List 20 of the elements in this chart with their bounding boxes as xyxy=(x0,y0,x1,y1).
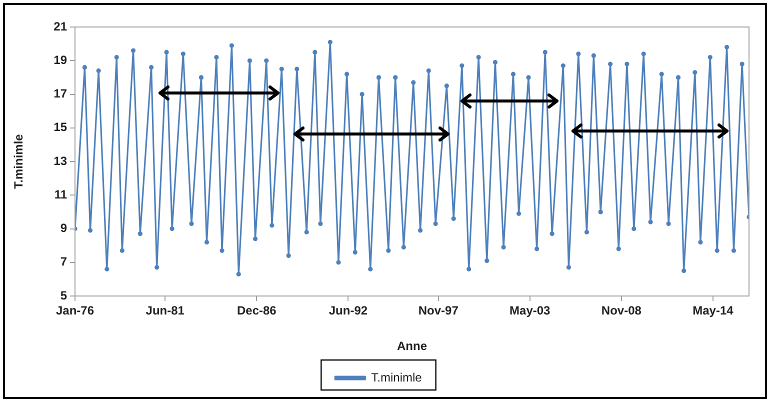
x-tick-label: Nov-08 xyxy=(601,304,642,318)
y-tick-label: 17 xyxy=(54,86,68,101)
x-tick-label: May-03 xyxy=(510,304,551,318)
legend-label: T.minimle xyxy=(371,370,422,384)
x-tick-label: Jan-76 xyxy=(56,304,94,318)
y-tick-label: 13 xyxy=(54,154,68,168)
y-tick-label: 11 xyxy=(54,187,68,202)
y-tick-label: 19 xyxy=(54,52,68,67)
x-tick-label: Nov-97 xyxy=(418,304,459,318)
y-tick-label: 9 xyxy=(60,221,68,236)
y-tick-label: 5 xyxy=(60,288,68,302)
x-tick-label: Dec-86 xyxy=(236,304,277,318)
y-tick-label: 21 xyxy=(54,19,68,34)
y-tick-label: 7 xyxy=(60,254,68,269)
y-axis-title: T.minimle xyxy=(12,134,26,189)
x-axis-title: Anne xyxy=(397,339,428,354)
y-tick-label: 15 xyxy=(54,120,68,134)
x-tick-label: May-14 xyxy=(692,304,734,318)
x-tick-label: Jun-92 xyxy=(328,304,368,318)
x-tick-label: Jun-81 xyxy=(146,304,185,318)
